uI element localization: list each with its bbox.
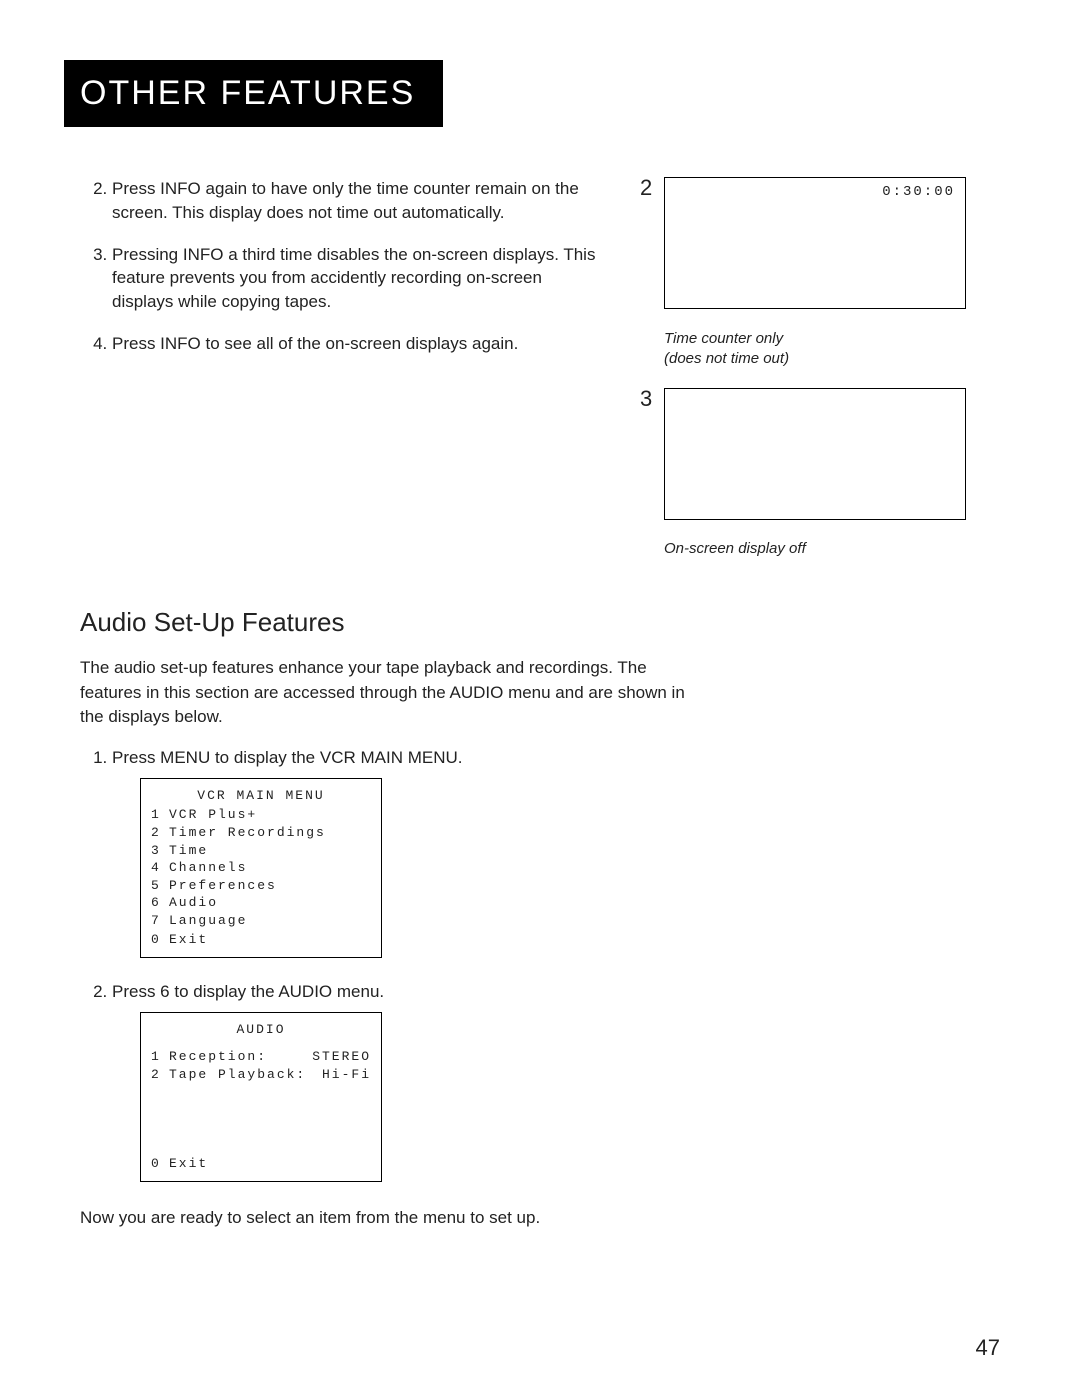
info-step: Pressing INFO a third time disables the … — [112, 243, 600, 314]
screen-3-box — [664, 388, 966, 520]
menu-exit: 0 Exit — [151, 931, 208, 949]
audio-heading: Audio Set-Up Features — [80, 607, 1000, 638]
menu-idx: 4 — [151, 859, 169, 877]
menu-label: Exit — [169, 931, 208, 949]
left-column: Press INFO again to have only the time c… — [80, 177, 600, 374]
menu-item: 6 Audio — [151, 894, 371, 912]
screen-3-caption: On-screen display off — [664, 540, 1000, 557]
info-steps-list: Press INFO again to have only the time c… — [80, 177, 600, 356]
menu-idx: 0 — [151, 1155, 169, 1173]
screen-number: 2 — [640, 175, 664, 201]
info-step: Press INFO to see all of the on-screen d… — [112, 332, 600, 356]
menu-item: 2 Timer Recordings — [151, 824, 371, 842]
right-column: 2 0:30:00 Time counter only (does not ti… — [640, 177, 1000, 557]
audio-step-2: Press 6 to display the AUDIO menu. AUDIO… — [112, 982, 1000, 1182]
menu-label: VCR Plus+ — [169, 806, 371, 824]
menu-idx: 0 — [151, 931, 169, 949]
menu-idx: 3 — [151, 842, 169, 860]
menu-label: Timer Recordings — [169, 824, 371, 842]
section-header: OTHER FEATURES — [64, 60, 443, 127]
screen-2-box: 0:30:00 — [664, 177, 966, 309]
caption-line: (does not time out) — [664, 350, 789, 367]
menu-idx: 2 — [151, 1066, 169, 1084]
audio-menu: AUDIO 1 Reception: STEREO 2 Tape Playbac… — [140, 1012, 382, 1182]
audio-step-1: Press MENU to display the VCR MAIN MENU.… — [112, 748, 1000, 958]
menu-idx: 1 — [151, 806, 169, 824]
step-text: Press 6 to display the AUDIO menu. — [112, 982, 384, 1001]
menu-title: AUDIO — [151, 1021, 371, 1039]
menu-label: Channels — [169, 859, 371, 877]
menu-value: STEREO — [312, 1048, 371, 1066]
menu-idx: 7 — [151, 912, 169, 930]
screen-3-wrap — [664, 388, 966, 520]
menu-item: 7 Language — [151, 912, 371, 930]
audio-intro: The audio set-up features enhance your t… — [80, 656, 700, 730]
screen-number: 3 — [640, 386, 664, 412]
menu-idx: 1 — [151, 1048, 169, 1066]
menu-item: 5 Preferences — [151, 877, 371, 895]
menu-label: Audio — [169, 894, 371, 912]
time-counter: 0:30:00 — [882, 184, 955, 200]
menu-label: Exit — [169, 1155, 208, 1173]
menu-label: Time — [169, 842, 371, 860]
audio-steps: Press MENU to display the VCR MAIN MENU.… — [80, 748, 1000, 1182]
screen-2-wrap: 0:30:00 — [664, 177, 966, 309]
menu-item: 1 VCR Plus+ — [151, 806, 371, 824]
screen-3-group: 3 — [640, 388, 1000, 520]
caption-line: Time counter only — [664, 330, 783, 347]
menu-label: Preferences — [169, 877, 371, 895]
menu-item: 2 Tape Playback: Hi-Fi — [151, 1066, 371, 1084]
step-text: Press MENU to display the VCR MAIN MENU. — [112, 748, 462, 767]
menu-exit: 0 Exit — [151, 1155, 208, 1173]
page-number: 47 — [976, 1335, 1000, 1361]
menu-idx: 6 — [151, 894, 169, 912]
audio-outro: Now you are ready to select an item from… — [80, 1206, 700, 1231]
menu-value: Hi-Fi — [322, 1066, 371, 1084]
menu-title: VCR MAIN MENU — [151, 787, 371, 805]
menu-item: 3 Time — [151, 842, 371, 860]
top-section: Press INFO again to have only the time c… — [80, 177, 1000, 557]
screen-2-caption: Time counter only (does not time out) — [664, 329, 1000, 368]
menu-label: Language — [169, 912, 371, 930]
menu-item: 4 Channels — [151, 859, 371, 877]
menu-idx: 5 — [151, 877, 169, 895]
screen-2-group: 2 0:30:00 — [640, 177, 1000, 309]
menu-label: Tape Playback: — [169, 1066, 322, 1084]
page: OTHER FEATURES Press INFO again to have … — [0, 0, 1080, 1397]
menu-item: 1 Reception: STEREO — [151, 1048, 371, 1066]
menu-label: Reception: — [169, 1048, 312, 1066]
info-step: Press INFO again to have only the time c… — [112, 177, 600, 225]
vcr-main-menu: VCR MAIN MENU 1 VCR Plus+ 2 Timer Record… — [140, 778, 382, 958]
menu-idx: 2 — [151, 824, 169, 842]
